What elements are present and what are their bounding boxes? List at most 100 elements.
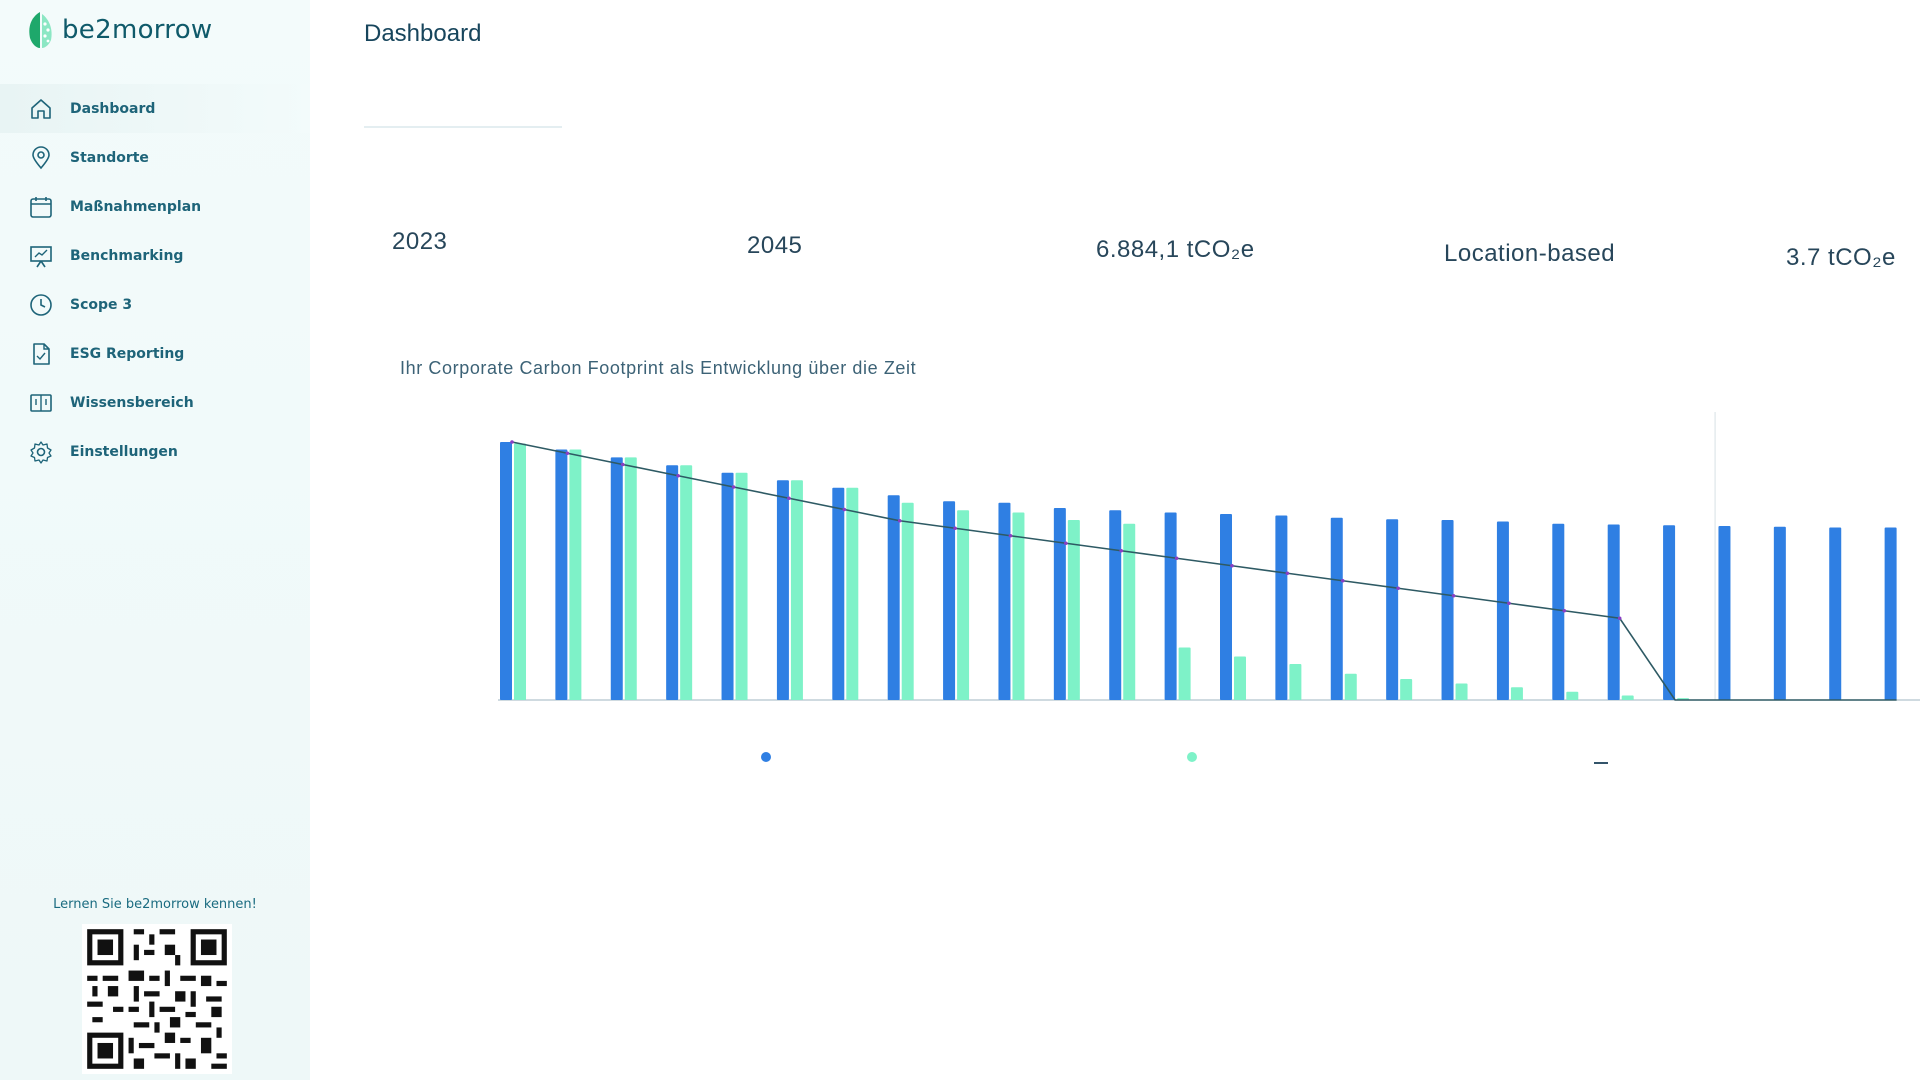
presentation-board-icon [30,245,52,267]
bar-series-1-2045 [1718,526,1731,700]
legend-marker-series-1[interactable] [761,752,771,762]
gear-icon [30,440,52,464]
target-path-point-2033 [1064,541,1068,546]
location-pin-icon [32,145,50,169]
sidebar-item-scope-3[interactable]: Scope 3 [0,280,310,329]
sidebar-item-massnahmenplan[interactable]: Maßnahmenplan [0,182,310,231]
target-path-point-2032 [1008,533,1013,538]
bar-series-2-2034 [1123,523,1136,700]
target-path-point-2041 [1507,601,1511,606]
leaf-logo-icon [29,12,52,48]
sidebar-item-standorte[interactable]: Standorte [0,133,310,182]
sidebar-item-label: Benchmarking [70,247,184,264]
bar-series-2-2028 [790,480,803,700]
target-path-line [511,441,1897,701]
bar-series-1-2025 [610,457,623,700]
sidebar-item-label: Dashboard [70,100,156,117]
bar-series-1-2044 [1663,525,1676,700]
target-path-point-2023 [510,440,514,444]
logo[interactable]: be2morrow [26,8,213,52]
sidebar-item-wissensbereich[interactable]: Wissensbereich [0,378,310,427]
bar-series-1-2026 [666,465,679,700]
bar-series-1-2037 [1275,515,1288,700]
clock-icon [30,293,52,316]
bar-series-1-2041 [1496,521,1509,700]
bar-series-2-2040 [1455,683,1468,700]
legend-marker-target-path[interactable] [1594,762,1608,764]
bar-series-2-2038 [1344,673,1357,700]
bar-series-1-2036 [1220,514,1232,700]
target-path-point-2034 [1119,548,1124,553]
bar-series-2-2023 [514,443,526,700]
bar-series-1-2034 [1109,510,1122,700]
sidebar-item-label: Maßnahmenplan [70,198,202,215]
bar-series-1-2040 [1441,520,1454,700]
document-check-icon [33,342,50,365]
kpi-total-emissions: 6.884,1 tCO₂e [1096,236,1255,263]
target-path-point-2031 [953,526,957,531]
target-path-point-2037 [1285,571,1290,576]
sidebar-item-label: Standorte [70,149,149,166]
sidebar-item-einstellungen[interactable]: Einstellungen [0,427,310,476]
sidebar-item-label: Scope 3 [70,296,133,313]
page-title: Dashboard [364,20,482,47]
sidebar-nav: Dashboard Standorte Maßnahmenplan [0,84,310,476]
bar-series-2-2037 [1289,664,1302,700]
legend-marker-series-2[interactable] [1187,752,1197,762]
target-path-point-2027 [731,485,736,489]
target-path-point-2039 [1396,586,1400,591]
target-path-point-2040 [1451,593,1456,598]
kpi-intensity: 3.7 tCO₂e [1786,244,1896,271]
bar-series-1-2046 [1773,526,1786,700]
tab-underline [364,126,562,128]
target-path-point-2042 [1562,608,1567,613]
target-path-point-2036 [1230,563,1234,568]
bar-series-2-2030 [901,502,914,700]
bar-series-1-2039 [1386,519,1399,700]
bar-series-2-2031 [957,510,970,700]
bar-series-1-2043 [1607,524,1620,700]
promo-text: Lernen Sie be2morrow kennen! [0,895,310,913]
target-path-point-2024 [565,451,570,456]
emissions-chart [498,412,1920,701]
bar-series-2-2026 [680,465,693,700]
bar-series-2-2039 [1400,679,1413,700]
bar-series-2-2042 [1566,691,1579,700]
bar-series-1-2024 [555,449,568,700]
bar-series-1-2038 [1330,517,1343,700]
sidebar-item-label: ESG Reporting [70,345,185,362]
sidebar-item-label: Einstellungen [70,443,178,460]
qr-code[interactable] [82,924,232,1074]
bar-series-1-2033 [1053,508,1066,700]
target-path-point-2038 [1340,578,1345,583]
bar-series-2-2035 [1178,647,1191,700]
kpi-base-year: 2023 [392,228,448,255]
brand-name: be2morrow [62,15,213,45]
bar-series-2-2036 [1234,656,1246,700]
target-path-point-2043 [1617,616,1622,621]
bar-series-1-2029 [832,487,845,700]
bar-series-1-2030 [887,495,900,700]
home-icon [31,98,51,119]
promo-label: Lernen Sie be2morrow kennen! [53,897,257,912]
target-path-point-2029 [842,507,847,512]
bar-series-2-2043 [1621,695,1634,700]
sidebar-item-benchmarking[interactable]: Benchmarking [0,231,310,280]
kpi-target-year: 2045 [747,232,803,259]
bar-series-2-2032 [1012,512,1025,700]
bar-series-1-2042 [1552,523,1565,700]
sidebar: be2morrow Dashboard Standorte Maßnahmenp… [0,0,310,1080]
bar-series-2-2025 [624,457,637,700]
sidebar-item-label: Wissensbereich [70,394,194,411]
bar-series-2-2024 [569,449,582,700]
bar-series-2-2041 [1510,687,1523,700]
sidebar-item-esg-reporting[interactable]: ESG Reporting [0,329,310,378]
bar-series-1-2032 [998,502,1011,700]
bar-series-1-2035 [1164,512,1177,700]
bar-series-1-2031 [943,501,956,700]
target-path-point-2030 [897,518,902,523]
kpi-method: Location-based [1444,240,1616,267]
bar-series-1-2028 [776,480,789,700]
bar-series-2-2029 [846,487,859,700]
sidebar-item-dashboard[interactable]: Dashboard [0,84,310,133]
